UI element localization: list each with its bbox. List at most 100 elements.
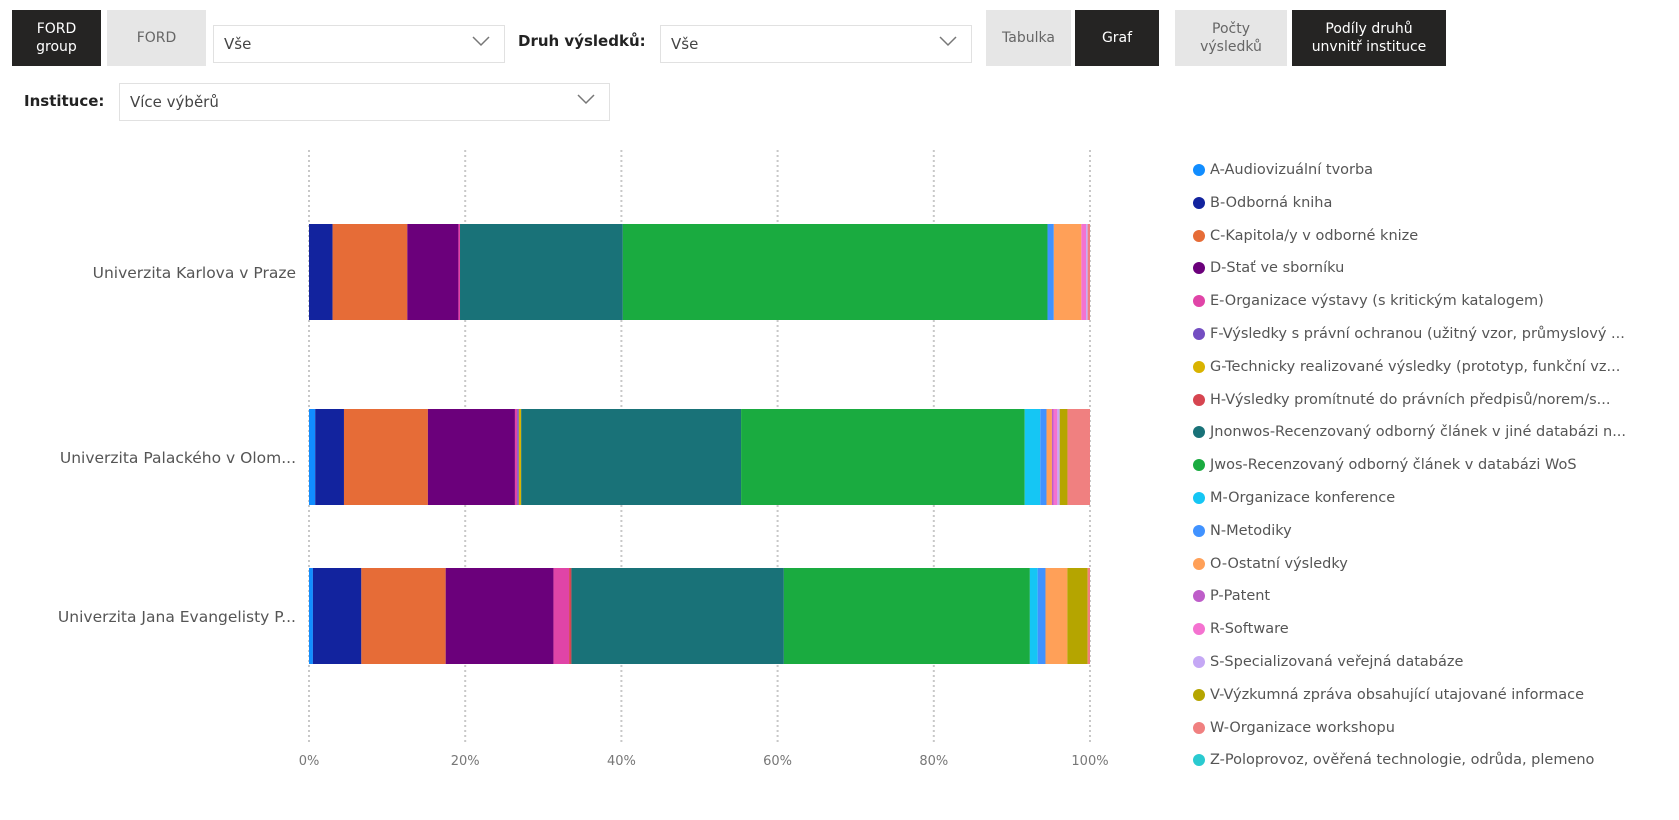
bar-segment[interactable] [622,224,1048,320]
bar-segment[interactable] [460,224,623,320]
bar-segment[interactable] [332,224,408,320]
ford-group-button[interactable]: FORD group [12,10,101,66]
legend-item[interactable]: F-Výsledky s právní ochranou (užitný vzo… [1193,324,1625,344]
bar-segment[interactable] [309,409,316,505]
bar-segment[interactable] [445,568,554,664]
legend-marker [1193,688,1205,701]
bar-segment[interactable] [361,568,446,664]
ford-dropdown[interactable]: Vše [213,25,505,63]
bar-segment[interactable] [1053,224,1082,320]
bar-segment[interactable] [407,224,459,320]
legend-marker [1193,557,1205,570]
legend-item[interactable]: Jnonwos-Recenzovaný odborný článek v jin… [1193,422,1626,442]
bar-segment[interactable] [1087,224,1090,320]
legend-label: N-Metodiky [1210,522,1292,539]
legend-item[interactable]: D-Stať ve sborníku [1193,258,1344,278]
bar-segment[interactable] [1029,568,1038,664]
legend-item[interactable]: R-Software [1193,619,1289,639]
category-label: Univerzita Palackého v Olom... [60,449,296,467]
legend-marker [1193,196,1205,209]
legend-marker [1193,721,1205,734]
legend-item[interactable]: V-Výzkumná zpráva obsahující utajované i… [1193,685,1584,705]
legend-item[interactable]: Jwos-Recenzovaný odborný článek v databá… [1193,455,1577,475]
bar-segment[interactable] [1067,409,1090,505]
ford-button[interactable]: FORD [107,10,206,66]
chevron-down-icon [939,36,957,47]
legend-item[interactable]: P-Patent [1193,586,1270,606]
x-tick-label: 60% [763,754,792,769]
legend-item[interactable]: E-Organizace výstavy (s kritickým katalo… [1193,291,1544,311]
legend-marker [1193,754,1205,767]
legend-label: P-Patent [1210,588,1271,605]
bar-segment[interactable] [1086,224,1088,320]
legend-label: S-Specializovaná veřejná databáze [1210,654,1464,670]
legend-marker [1193,229,1205,242]
category-label: Univerzita Karlova v Praze [93,264,296,282]
legend-label: W-Organizace workshopu [1210,719,1395,736]
legend-label: M-Organizace konference [1210,490,1396,506]
bar-segment[interactable] [518,409,522,505]
x-tick-label: 100% [1071,754,1108,769]
legend-label: A-Audiovizuální tvorba [1210,162,1374,178]
bar-segment[interactable] [1047,224,1054,320]
bar-segment[interactable] [458,224,461,320]
legend-label: H-Výsledky promítnuté do právních předpi… [1210,391,1611,408]
legend-marker [1193,360,1205,373]
bar-segment[interactable] [783,568,1030,664]
legend-item[interactable]: G-Technicky realizované výsledky (protot… [1193,357,1620,377]
bar-segment[interactable] [1040,409,1047,505]
podily-druhu-button[interactable]: Podíly druhů unvnitř instituce [1292,10,1446,66]
bar-segment[interactable] [312,568,362,664]
legend-label: Z-Poloprovoz, ověřená technologie, odrůd… [1210,752,1595,769]
legend-marker [1193,590,1205,603]
legend-item[interactable]: B-Odborná kniha [1193,193,1332,213]
legend-item[interactable]: W-Organizace workshopu [1193,718,1395,738]
bar-segment[interactable] [1046,409,1052,505]
legend-item[interactable]: C-Kapitola/y v odborné knize [1193,226,1418,246]
legend-item[interactable]: O-Ostatní výsledky [1193,554,1348,574]
bar-segment[interactable] [1067,568,1088,664]
legend-item[interactable]: S-Specializovaná veřejná databáze [1193,652,1463,672]
legend-label: G-Technicky realizované výsledky (protot… [1210,358,1621,375]
instituce-dropdown-value: Více výběrů [130,93,219,111]
legend-item[interactable]: A-Audiovizuální tvorba [1193,160,1373,180]
bar-segment[interactable] [553,568,570,664]
bar-segment[interactable] [309,568,313,664]
bar-segment[interactable] [1024,409,1041,505]
x-tick-label: 0% [299,754,320,769]
bar-segment[interactable] [1045,568,1068,664]
bar-segment[interactable] [517,409,519,505]
bar-segment[interactable] [1081,224,1087,320]
legend-label: F-Výsledky s právní ochranou (užitný vzo… [1210,326,1625,342]
bar-segment[interactable] [343,409,428,505]
legend-item[interactable]: H-Výsledky promítnuté do právních předpi… [1193,390,1611,410]
legend-label: R-Software [1210,621,1289,638]
bar-segment[interactable] [1059,409,1068,505]
bar-segment[interactable] [315,409,344,505]
tabulka-button[interactable]: Tabulka [986,10,1071,66]
bar-segment[interactable] [427,409,515,505]
graf-button[interactable]: Graf [1075,10,1159,66]
bar-segment[interactable] [1053,409,1058,505]
legend-label: B-Odborná kniha [1210,194,1333,211]
bar-segment[interactable] [569,568,572,664]
bar-segment[interactable] [1051,409,1054,505]
bar-segment[interactable] [521,409,742,505]
bar-segment[interactable] [309,224,333,320]
category-label: Univerzita Jana Evangelisty P... [58,608,296,626]
bar-segment[interactable] [741,409,1025,505]
bar-segment[interactable] [514,409,518,505]
bar-segment[interactable] [571,568,784,664]
legend-item[interactable]: N-Metodiky [1193,521,1292,541]
legend-item[interactable]: M-Organizace konference [1193,488,1395,508]
legend-label: D-Stať ve sborníku [1210,260,1345,277]
legend-item[interactable]: Z-Poloprovoz, ověřená technologie, odrůd… [1193,750,1594,770]
bar-segment[interactable] [1057,409,1060,505]
instituce-dropdown[interactable]: Více výběrů [119,83,610,121]
bar-segment[interactable] [1037,568,1046,664]
pocty-vysledku-button[interactable]: Počty výsledků [1175,10,1287,66]
legend-marker [1193,426,1205,439]
legend-label: O-Ostatní výsledky [1210,555,1348,572]
druh-vysledku-dropdown[interactable]: Vše [660,25,972,63]
bar-segment[interactable] [1087,568,1090,664]
